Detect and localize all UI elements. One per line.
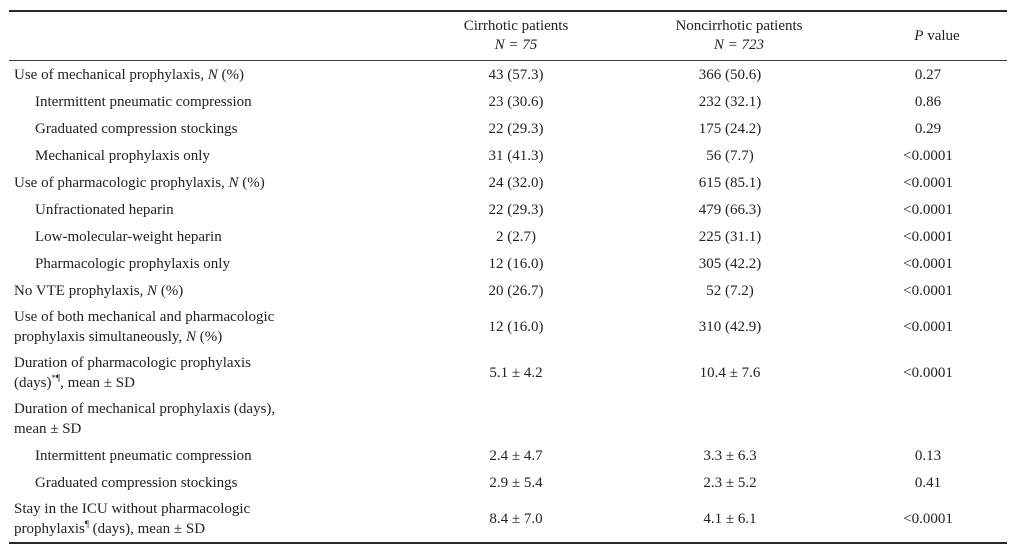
data-table: Cirrhotic patients N = 75 Noncirrhotic p… <box>9 10 1007 544</box>
row-label: Stay in the ICU without pharmacologic pr… <box>9 499 421 539</box>
cell-noncirrhotic: 56 (7.7) <box>706 147 754 164</box>
header-noncirrhotic-n: N = 723 <box>713 37 765 53</box>
row-label-line1: Duration of mechanical prophylaxis (days… <box>14 401 276 417</box>
row-label: Mechanical prophylaxis only <box>35 147 210 164</box>
table-header: Cirrhotic patients N = 75 Noncirrhotic p… <box>9 12 1007 60</box>
row-label: Intermittent pneumatic compression <box>35 93 252 110</box>
cell-cirrhotic: 22 (29.3) <box>488 201 544 218</box>
table-row: Use of pharmacologic prophylaxis, N (%) … <box>9 169 1007 196</box>
header-cirrhotic: Cirrhotic patients N = 75 <box>421 17 611 55</box>
cell-noncirrhotic: 52 (7.2) <box>706 282 754 299</box>
row-label-line2: (days)*¶, mean ± SD <box>14 373 421 393</box>
cell-cirrhotic: 22 (29.3) <box>488 120 544 137</box>
cell-p-value: <0.0001 <box>903 147 953 164</box>
cell-cirrhotic: 2.4 ± 4.7 <box>489 447 543 464</box>
cell-cirrhotic: 2.9 ± 5.4 <box>489 474 543 491</box>
cell-cirrhotic: 8.4 ± 7.0 <box>489 511 543 527</box>
cell-p-value: <0.0001 <box>903 282 953 299</box>
row-label: Graduated compression stockings <box>35 474 238 491</box>
cell-noncirrhotic: 479 (66.3) <box>698 201 762 218</box>
cell-p-value: <0.0001 <box>903 319 953 335</box>
cell-p-value: <0.0001 <box>903 365 953 381</box>
table-row: Graduated compression stockings 22 (29.3… <box>9 115 1007 142</box>
cell-cirrhotic: 5.1 ± 4.2 <box>489 365 543 381</box>
table-top-rule <box>9 10 1007 12</box>
row-label-line1: Stay in the ICU without pharmacologic <box>14 501 251 517</box>
cell-p-value: <0.0001 <box>903 228 953 245</box>
cell-p-value: 0.29 <box>914 120 942 137</box>
cell-p-value: 0.27 <box>914 66 942 83</box>
header-cirrhotic-n: N = 75 <box>494 37 538 53</box>
table-row: Unfractionated heparin 22 (29.3) 479 (66… <box>9 196 1007 223</box>
row-label-line2-post: , mean ± SD <box>60 375 135 391</box>
cell-noncirrhotic: 3.3 ± 6.3 <box>703 447 757 464</box>
table-row: Stay in the ICU without pharmacologic pr… <box>9 496 1007 542</box>
cell-cirrhotic: 2 (2.7) <box>496 228 536 245</box>
table-header-rule <box>9 60 1007 61</box>
cell-p-value: 0.86 <box>914 93 942 110</box>
row-label: Graduated compression stockings <box>35 120 238 137</box>
header-p-value-label: P value <box>914 28 960 44</box>
table-row: Duration of mechanical prophylaxis (days… <box>9 396 1007 442</box>
header-noncirrhotic-title: Noncirrhotic patients <box>675 18 803 34</box>
cell-noncirrhotic: 305 (42.2) <box>698 255 762 272</box>
table-row: Pharmacologic prophylaxis only 12 (16.0)… <box>9 250 1007 277</box>
cell-p-value: 0.13 <box>914 447 942 464</box>
row-label-line1: Use of both mechanical and pharmacologic <box>14 309 275 325</box>
row-label-line2-post: (days), mean ± SD <box>88 521 206 537</box>
table-row: Intermittent pneumatic compression 2.4 ±… <box>9 442 1007 469</box>
cell-cirrhotic: 24 (32.0) <box>488 174 544 191</box>
header-cirrhotic-title: Cirrhotic patients <box>463 18 569 34</box>
row-label-line2: mean ± SD <box>14 421 82 437</box>
row-label-line1: Duration of pharmacologic prophylaxis <box>14 355 252 371</box>
table-row: Low-molecular-weight heparin 2 (2.7) 225… <box>9 223 1007 250</box>
row-label-line2: prophylaxis¶ (days), mean ± SD <box>14 519 421 539</box>
cell-p-value: <0.0001 <box>903 255 953 272</box>
row-label: Intermittent pneumatic compression <box>35 447 252 464</box>
row-label: Low-molecular-weight heparin <box>35 228 222 245</box>
row-label: Unfractionated heparin <box>35 201 174 218</box>
cell-cirrhotic: 12 (16.0) <box>488 255 544 272</box>
cell-noncirrhotic: 10.4 ± 7.6 <box>699 365 761 381</box>
row-label-line2-pre: (days) <box>14 375 52 391</box>
cell-cirrhotic: 23 (30.6) <box>488 93 544 110</box>
row-label: Use of mechanical prophylaxis, N (%) <box>14 66 244 83</box>
cell-noncirrhotic: 2.3 ± 5.2 <box>703 474 757 491</box>
cell-p-value: <0.0001 <box>903 174 953 191</box>
row-label: Use of pharmacologic prophylaxis, N (%) <box>14 174 265 191</box>
cell-p-value: <0.0001 <box>903 201 953 218</box>
footnote-marker: *¶ <box>51 373 61 383</box>
table-row: Mechanical prophylaxis only 31 (41.3) 56… <box>9 142 1007 169</box>
table-row: Graduated compression stockings 2.9 ± 5.… <box>9 469 1007 496</box>
cell-noncirrhotic: 310 (42.9) <box>698 319 762 335</box>
cell-cirrhotic: 43 (57.3) <box>488 66 544 83</box>
cell-noncirrhotic: 232 (32.1) <box>698 93 762 110</box>
table-row: Use of both mechanical and pharmacologic… <box>9 304 1007 350</box>
cell-noncirrhotic: 175 (24.2) <box>698 120 762 137</box>
row-label: No VTE prophylaxis, N (%) <box>14 282 184 299</box>
row-label: Duration of mechanical prophylaxis (days… <box>9 399 421 439</box>
cell-p-value: <0.0001 <box>903 511 953 527</box>
table-body: Use of mechanical prophylaxis, N (%) 43 … <box>9 61 1007 542</box>
row-label: Pharmacologic prophylaxis only <box>35 255 230 272</box>
cell-p-value: 0.41 <box>914 474 942 491</box>
cell-cirrhotic: 12 (16.0) <box>488 319 544 335</box>
row-label-line2: prophylaxis simultaneously, N (%) <box>14 329 223 345</box>
row-label: Use of both mechanical and pharmacologic… <box>9 307 421 347</box>
table-row: Intermittent pneumatic compression 23 (3… <box>9 88 1007 115</box>
table-row: Use of mechanical prophylaxis, N (%) 43 … <box>9 61 1007 88</box>
cell-noncirrhotic: 615 (85.1) <box>698 174 762 191</box>
footnote-marker: ¶ <box>84 519 89 529</box>
table-row: No VTE prophylaxis, N (%) 20 (26.7) 52 (… <box>9 277 1007 304</box>
cell-cirrhotic: 20 (26.7) <box>488 282 544 299</box>
cell-noncirrhotic: 225 (31.1) <box>698 228 762 245</box>
row-label: Duration of pharmacologic prophylaxis (d… <box>9 353 421 393</box>
cell-noncirrhotic: 366 (50.6) <box>698 66 762 83</box>
table-row: Duration of pharmacologic prophylaxis (d… <box>9 350 1007 396</box>
header-p-value: P value <box>867 27 1007 46</box>
cell-noncirrhotic: 4.1 ± 6.1 <box>703 511 757 527</box>
row-label-line2-pre: prophylaxis <box>14 521 85 537</box>
cell-cirrhotic: 31 (41.3) <box>488 147 544 164</box>
header-noncirrhotic: Noncirrhotic patients N = 723 <box>629 17 849 55</box>
